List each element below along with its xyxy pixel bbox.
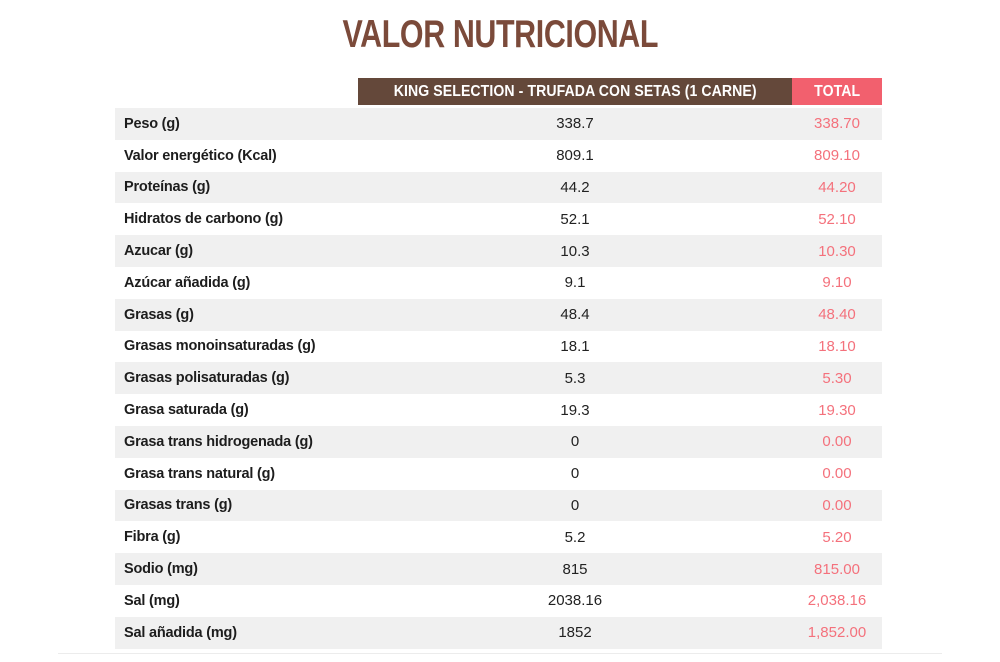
row-value: 1852	[558, 624, 592, 642]
row-value: 0	[570, 465, 580, 483]
row-total: 52.10	[818, 210, 856, 228]
row-label: Grasa saturada (g)	[124, 402, 249, 419]
row-value: 18.1	[560, 337, 590, 355]
table-row: Valor energético (Kcal) 809.1 809.10	[115, 139, 882, 172]
row-value: 19.3	[560, 401, 590, 419]
row-total: 9.10	[822, 274, 852, 292]
row-value: 338.7	[556, 115, 594, 133]
row-label: Sodio (mg)	[124, 561, 198, 578]
row-total: 48.40	[818, 306, 856, 324]
table-row: Grasas polisaturadas (g) 5.3 5.30	[115, 362, 882, 395]
table-row: Grasa saturada (g) 19.3 19.30	[115, 394, 882, 426]
page-title: VALOR NUTRICIONAL	[0, 12, 1000, 58]
row-value: 10.3	[560, 242, 590, 260]
row-label: Peso (g)	[124, 115, 180, 132]
table-body: Peso (g) 338.7 338.70 Valor energético (Kca…	[115, 108, 882, 649]
row-label: Grasas polisaturadas (g)	[124, 370, 290, 387]
row-label: Valor energético (Kcal)	[124, 147, 277, 164]
product-header-cell: KING SELECTION - TRUFADA CON SETAS (1 CA…	[358, 78, 792, 105]
row-value: 5.3	[564, 369, 586, 387]
row-total: 10.30	[818, 242, 856, 260]
row-value: 0	[570, 496, 580, 514]
table-row: Grasas (g) 48.4 48.40	[115, 298, 882, 331]
header-spacer	[115, 78, 358, 105]
row-value: 2038.16	[547, 592, 603, 610]
table-row: Grasas monoinsaturadas (g) 18.1 18.10	[115, 330, 882, 363]
row-total: 18.10	[818, 337, 856, 355]
row-total: 338.70	[814, 115, 860, 133]
product-header-label: KING SELECTION - TRUFADA CON SETAS (1 CA…	[393, 82, 757, 100]
row-value: 0	[570, 433, 580, 451]
table-row: Grasa trans natural (g) 0 0.00	[115, 457, 882, 490]
row-total: 2,038.16	[807, 592, 867, 610]
row-label: Sal añadida (mg)	[124, 624, 237, 641]
row-label: Fibra (g)	[124, 529, 181, 546]
row-value: 809.1	[556, 147, 594, 165]
nutrition-table: KING SELECTION - TRUFADA CON SETAS (1 CA…	[115, 78, 882, 649]
row-total: 0.00	[822, 496, 852, 514]
table-row: Azucar (g) 10.3 10.30	[115, 235, 882, 267]
row-value: 44.2	[560, 178, 590, 196]
table-row: Peso (g) 338.7 338.70	[115, 108, 882, 140]
row-total: 1,852.00	[807, 624, 867, 642]
row-total: 5.30	[822, 369, 852, 387]
row-total: 19.30	[818, 401, 856, 419]
row-total: 44.20	[818, 178, 856, 196]
row-label: Azucar (g)	[124, 243, 193, 260]
total-header-cell: TOTAL	[792, 78, 882, 105]
page-title-text: VALOR NUTRICIONAL	[342, 13, 658, 56]
table-header-row: KING SELECTION - TRUFADA CON SETAS (1 CA…	[115, 78, 882, 105]
row-value: 48.4	[560, 306, 590, 324]
row-label: Azúcar añadida (g)	[124, 274, 251, 291]
table-row: Grasas trans (g) 0 0.00	[115, 489, 882, 522]
table-row: Azúcar añadida (g) 9.1 9.10	[115, 266, 882, 299]
table-row: Sal (mg) 2038.16 2,038.16	[115, 584, 882, 617]
row-label: Grasas monoinsaturadas (g)	[124, 338, 316, 355]
table-row: Sal añadida (mg) 1852 1,852.00	[115, 616, 882, 649]
total-header-label: TOTAL	[813, 82, 861, 100]
row-label: Hidratos de carbono (g)	[124, 211, 283, 228]
table-row: Hidratos de carbono (g) 52.1 52.10	[115, 203, 882, 236]
table-row: Sodio (mg) 815 815.00	[115, 553, 882, 585]
bottom-divider	[58, 653, 942, 654]
row-total: 0.00	[822, 465, 852, 483]
row-total: 0.00	[822, 433, 852, 451]
row-value: 9.1	[564, 274, 586, 292]
row-value: 5.2	[564, 528, 586, 546]
row-value: 815	[562, 560, 588, 578]
row-label: Grasa trans natural (g)	[124, 465, 275, 482]
row-total: 809.10	[814, 147, 860, 165]
row-total: 5.20	[822, 528, 852, 546]
table-row: Grasa trans hidrogenada (g) 0 0.00	[115, 425, 882, 458]
row-label: Grasas trans (g)	[124, 497, 233, 514]
row-label: Proteínas (g)	[124, 179, 211, 196]
row-label: Sal (mg)	[124, 592, 180, 609]
row-value: 52.1	[560, 210, 590, 228]
row-label: Grasas (g)	[124, 306, 194, 323]
row-total: 815.00	[814, 560, 860, 578]
table-row: Fibra (g) 5.2 5.20	[115, 521, 882, 554]
table-row: Proteínas (g) 44.2 44.20	[115, 171, 882, 204]
row-label: Grasa trans hidrogenada (g)	[124, 433, 313, 450]
